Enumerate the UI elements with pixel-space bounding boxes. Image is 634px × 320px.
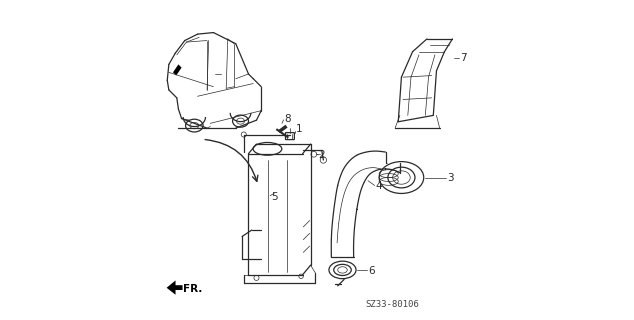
Text: 3: 3 bbox=[447, 172, 453, 182]
Polygon shape bbox=[173, 64, 181, 76]
Text: 7: 7 bbox=[460, 53, 467, 63]
Polygon shape bbox=[167, 280, 183, 295]
Text: 5: 5 bbox=[271, 192, 278, 202]
Text: 2: 2 bbox=[319, 150, 325, 160]
Text: 1: 1 bbox=[295, 124, 302, 134]
Text: FR.: FR. bbox=[183, 284, 202, 294]
Text: SZ33-80106: SZ33-80106 bbox=[365, 300, 418, 309]
Text: 8: 8 bbox=[284, 114, 291, 124]
Text: 6: 6 bbox=[368, 266, 375, 276]
Text: 4: 4 bbox=[375, 181, 382, 191]
